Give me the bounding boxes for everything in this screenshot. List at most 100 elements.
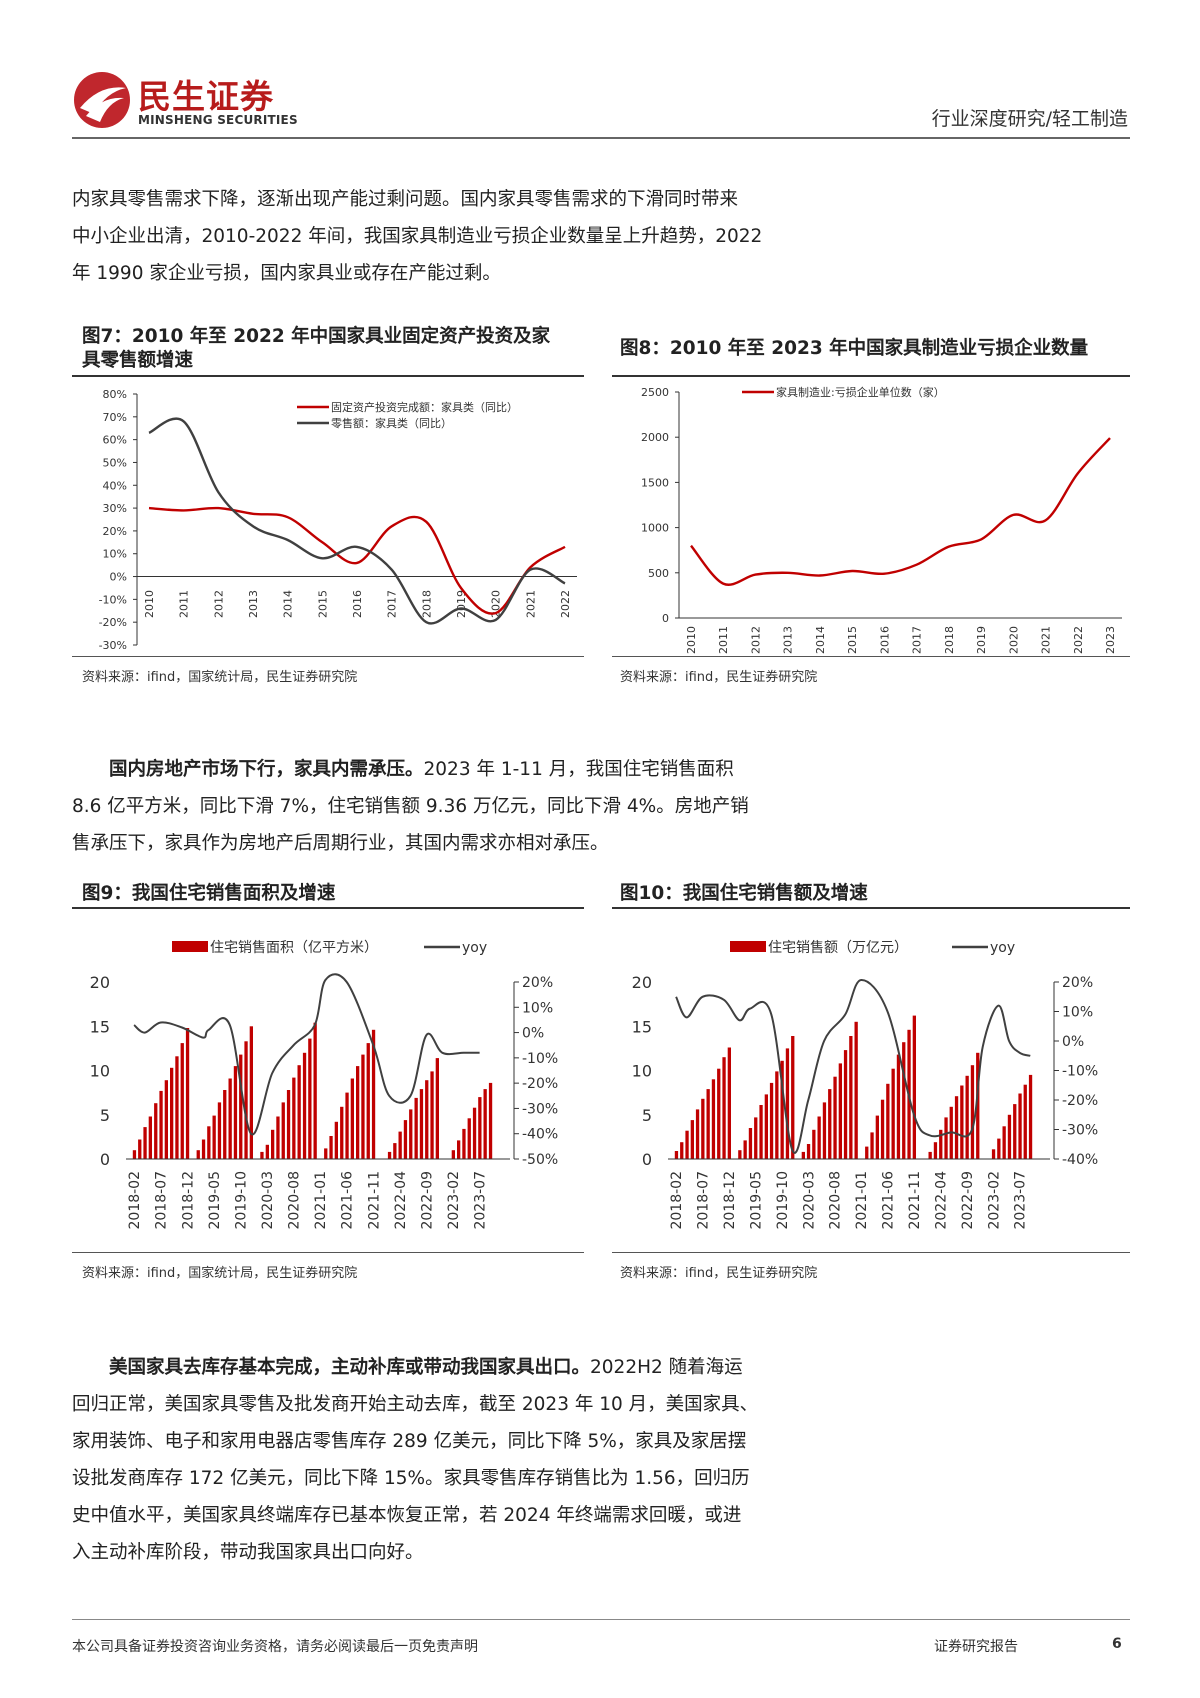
fig9-title: 图9：我国住宅销售面积及增速: [82, 883, 336, 904]
bar: [472, 1107, 477, 1159]
bar: [785, 1048, 790, 1159]
bar: [409, 1109, 413, 1159]
bar: [467, 1118, 471, 1159]
x-tick-label: 2017: [911, 626, 924, 654]
bar: [260, 1151, 264, 1159]
fig7-title-rule: [72, 375, 584, 377]
bar: [217, 1102, 222, 1159]
y-tick-label: 80%: [103, 388, 127, 401]
bar: [976, 1052, 980, 1159]
bar: [680, 1142, 684, 1159]
bar: [488, 1082, 493, 1159]
bar: [674, 1151, 679, 1159]
bar: [425, 1080, 429, 1159]
fig7-title-line2: 具零售额增速: [82, 350, 194, 371]
bar: [748, 1128, 753, 1159]
bar: [361, 1054, 365, 1159]
x-tick-label: 2022-09: [419, 1171, 435, 1230]
legend-label: 家具制造业:亏损企业单位数（家）: [776, 385, 945, 399]
right-tick-label: 20%: [1062, 975, 1093, 991]
bar: [451, 1150, 455, 1159]
bar: [393, 1143, 397, 1159]
bar: [223, 1090, 227, 1159]
paragraph-line: 年 1990 家企业亏损，国内家具业或存在产能过剩。: [72, 263, 501, 284]
paragraph-line: 8.6 亿平方米，同比下滑 7%，住宅销售额 9.36 万亿元，同比下滑 4%。…: [72, 796, 749, 817]
bar: [775, 1071, 779, 1159]
fig8-title: 图8：2010 年至 2023 年中国家具制造业亏损企业数量: [620, 338, 1089, 359]
x-tick-label: 2018-07: [154, 1171, 170, 1230]
x-tick-label: 2021-11: [907, 1171, 923, 1230]
x-tick-label: 2021-06: [340, 1171, 356, 1230]
x-tick-label: 2020: [1007, 626, 1020, 654]
x-tick-label: 2016: [351, 590, 364, 618]
bar: [886, 1083, 890, 1159]
bar: [722, 1057, 726, 1159]
bar: [281, 1102, 285, 1159]
left-tick-label: 20: [632, 973, 652, 992]
x-tick-label: 2021: [1040, 626, 1053, 654]
left-tick-label: 0: [100, 1150, 110, 1169]
bar: [769, 1082, 774, 1159]
bar: [462, 1128, 466, 1159]
bar: [870, 1132, 874, 1159]
bar: [483, 1089, 487, 1159]
left-tick-label: 5: [642, 1106, 652, 1125]
bar: [340, 1106, 344, 1159]
bar: [457, 1140, 461, 1159]
left-tick-label: 0: [642, 1150, 652, 1169]
x-tick-label: 2010: [685, 626, 698, 654]
bar: [880, 1099, 885, 1159]
y-tick-label: -10%: [99, 593, 127, 606]
x-tick-label: 2011: [178, 590, 191, 618]
bar: [212, 1115, 216, 1159]
bar: [801, 1151, 805, 1159]
series-line-2: [148, 417, 566, 625]
y-tick-label: 1500: [641, 476, 669, 489]
bar: [313, 1022, 317, 1159]
bar: [132, 1150, 137, 1159]
paragraph-line: 内家具零售需求下降，逐渐出现产能过剩问题。国内家具零售需求的下滑同时带来: [72, 189, 739, 210]
bar: [175, 1056, 179, 1159]
y-tick-label: 30%: [103, 502, 127, 515]
x-tick-label: 2013: [247, 590, 260, 618]
bar: [249, 1026, 253, 1160]
bar: [276, 1116, 280, 1159]
bar: [991, 1149, 996, 1159]
series-line-1: [148, 506, 566, 615]
paragraph-line: 中小企业出清，2010-2022 年间，我国家具制造业亏损企业数量呈上升趋势，2…: [72, 226, 763, 247]
bar: [1028, 1074, 1033, 1159]
bar: [791, 1036, 795, 1159]
bar: [690, 1120, 694, 1159]
right-tick-label: 20%: [522, 975, 553, 991]
bar: [954, 1096, 959, 1159]
fig9-chart: 20 15 10 5 0 20% 10% 0% -10% -20% -30% -40% -50% 2018…: [90, 940, 559, 1230]
bar: [865, 1146, 869, 1159]
x-tick-label: 2016: [878, 626, 891, 654]
x-tick-label: 2020-03: [801, 1171, 817, 1230]
fig10-title-rule: [612, 907, 1130, 909]
bar: [685, 1130, 689, 1159]
bar: [965, 1075, 969, 1159]
right-tick-label: 10%: [1062, 1005, 1093, 1021]
x-tick-label: 2023: [1104, 626, 1117, 654]
right-tick-label: -40%: [522, 1127, 558, 1143]
bar: [185, 1028, 190, 1159]
x-tick-label: 2019-05: [207, 1171, 223, 1230]
y-tick-label: 1000: [641, 522, 669, 535]
x-tick-label: 2022-04: [933, 1171, 949, 1230]
right-tick-label: -20%: [522, 1076, 558, 1092]
x-tick-label: 2012: [749, 626, 762, 654]
x-tick-label: 2018-12: [722, 1171, 738, 1230]
x-tick-label: 2023-07: [1013, 1171, 1029, 1230]
legend-line-label: yoy: [990, 940, 1015, 956]
x-tick-label: 2010: [143, 590, 156, 618]
bar: [875, 1115, 879, 1159]
fig9-bottom-rule: [72, 1252, 584, 1253]
paragraph-1: 内家具零售需求下降，逐渐出现产能过剩问题。国内家具零售需求的下滑同时带来 中小企…: [72, 181, 792, 292]
bar: [806, 1144, 811, 1159]
x-tick-label: 2011: [717, 626, 730, 654]
legend-label: 固定资产投资完成额：家具类（同比）: [331, 400, 518, 414]
y-tick-label: 10%: [103, 548, 127, 561]
bar: [366, 1043, 370, 1159]
bar: [817, 1116, 821, 1159]
